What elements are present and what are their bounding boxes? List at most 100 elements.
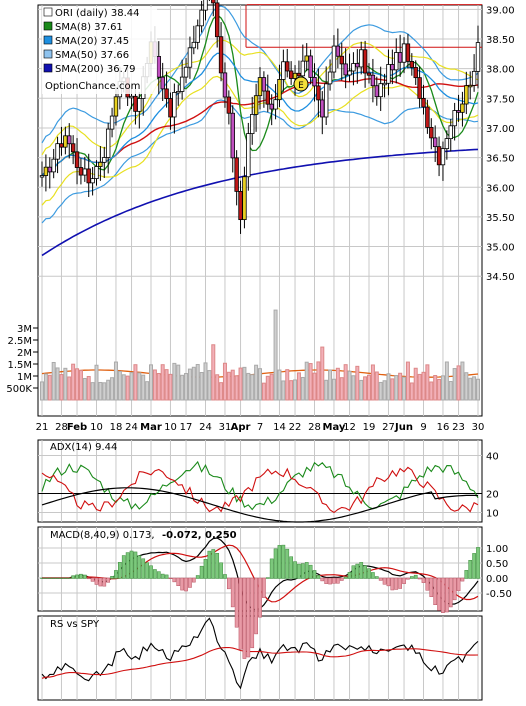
- candle-body: [176, 91, 181, 94]
- macd-histogram-bar: [215, 553, 220, 579]
- volume-bar: [40, 381, 44, 401]
- volume-bar: [413, 367, 418, 401]
- macd-histogram-bar: [398, 577, 402, 589]
- macd-histogram-bar: [402, 577, 406, 584]
- macd-histogram-bar: [441, 577, 445, 613]
- candle-body: [359, 49, 364, 68]
- macd-histogram-bar: [265, 577, 270, 579]
- macd-histogram-bar: [125, 552, 130, 579]
- date-label: 19: [363, 422, 376, 433]
- candle-body: [288, 70, 294, 79]
- volume-bar: [78, 369, 83, 401]
- volume-bar: [133, 364, 138, 401]
- rs-label: RS vs SPY: [50, 619, 100, 630]
- macd-histogram-bar: [386, 577, 391, 587]
- candle-body: [156, 56, 161, 78]
- volume-bar: [289, 380, 294, 401]
- candle-body: [59, 143, 64, 148]
- candle-body: [102, 157, 107, 163]
- macd-histogram-bar: [160, 573, 165, 579]
- adx-tick-label: 10: [486, 509, 499, 520]
- candle-body: [327, 71, 333, 85]
- candle-body: [74, 151, 80, 168]
- macd-histogram-bar: [199, 565, 204, 579]
- macd-histogram-bar: [406, 577, 410, 580]
- date-label: 23: [452, 422, 465, 433]
- candle-body: [394, 52, 399, 71]
- candle-body: [405, 43, 411, 62]
- volume-bar: [437, 378, 442, 401]
- candle-body: [320, 99, 325, 118]
- macd-histogram-bar: [456, 577, 461, 592]
- date-label: 31: [219, 422, 232, 433]
- macd-histogram-bar: [98, 577, 103, 587]
- date-label: 17: [180, 422, 193, 433]
- candle-body: [109, 115, 115, 130]
- volume-bar: [75, 368, 80, 401]
- volume-bar: [145, 381, 150, 401]
- candle-body: [456, 110, 461, 113]
- candle-body: [222, 72, 228, 98]
- candle-body: [238, 190, 243, 221]
- bollinger-lower: [41, 99, 479, 224]
- date-label: 9: [420, 422, 426, 433]
- macd-histogram-bar: [304, 562, 309, 579]
- macd-histogram-bar: [258, 577, 262, 618]
- volume-bar: [460, 361, 465, 401]
- candle-body: [129, 95, 134, 99]
- candle-body: [234, 157, 239, 192]
- volume-bar: [277, 369, 282, 401]
- macd-histogram-bar: [425, 577, 430, 591]
- macd-histogram-bar: [429, 577, 434, 597]
- macd-histogram-bar: [149, 565, 153, 579]
- volume-tick-label: 1.5M: [7, 360, 32, 371]
- price-tick-label: 37.00: [486, 124, 515, 135]
- date-label: 24: [199, 422, 212, 433]
- macd-histogram-bar: [246, 577, 251, 658]
- volume-bar: [382, 380, 387, 401]
- candle-body: [67, 135, 72, 145]
- candle-body: [413, 67, 418, 79]
- candle-body: [468, 84, 473, 88]
- volume-bar: [312, 372, 317, 401]
- date-label: 21: [36, 422, 49, 433]
- volume-bar: [402, 376, 407, 401]
- candle-body: [261, 77, 267, 92]
- volume-bar: [67, 376, 72, 401]
- candle-body: [409, 61, 415, 68]
- macd-histogram-bar: [300, 563, 305, 579]
- macd-histogram-bar: [211, 549, 216, 579]
- candle-body: [382, 82, 387, 86]
- volume-bar: [219, 382, 224, 401]
- macd-tick-label: -0.50: [486, 589, 512, 600]
- candle-body: [370, 74, 376, 87]
- candle-body: [304, 55, 309, 62]
- volume-bar: [476, 378, 480, 401]
- date-label: May: [323, 422, 346, 433]
- volume-bar: [226, 371, 231, 401]
- macd-histogram-bar: [262, 577, 266, 598]
- candle-body: [347, 70, 352, 76]
- candle-body: [211, 0, 216, 4]
- candle-body: [199, 9, 204, 27]
- volume-bar: [363, 376, 368, 401]
- volume-bar: [90, 382, 95, 401]
- macd-histogram-bar: [90, 577, 95, 582]
- macd-histogram-bar: [476, 547, 480, 579]
- volume-bar: [347, 370, 352, 401]
- watermark: OptionChance.com: [45, 81, 140, 92]
- adx-tick-label: 40: [486, 452, 499, 463]
- date-label: 27: [382, 422, 395, 433]
- volume-bar: [238, 367, 243, 401]
- earnings-marker: [293, 76, 309, 92]
- candle-body: [277, 79, 282, 101]
- candle-body: [444, 138, 450, 150]
- macd-histogram-bar: [452, 577, 457, 601]
- date-label: 28: [308, 422, 321, 433]
- macd-histogram-bar: [141, 558, 146, 579]
- candle-body: [179, 76, 185, 92]
- adx-plus-di: [41, 460, 479, 511]
- candle-body: [94, 166, 99, 180]
- macd-histogram-bar: [51, 577, 56, 579]
- volume-bar: [258, 368, 262, 401]
